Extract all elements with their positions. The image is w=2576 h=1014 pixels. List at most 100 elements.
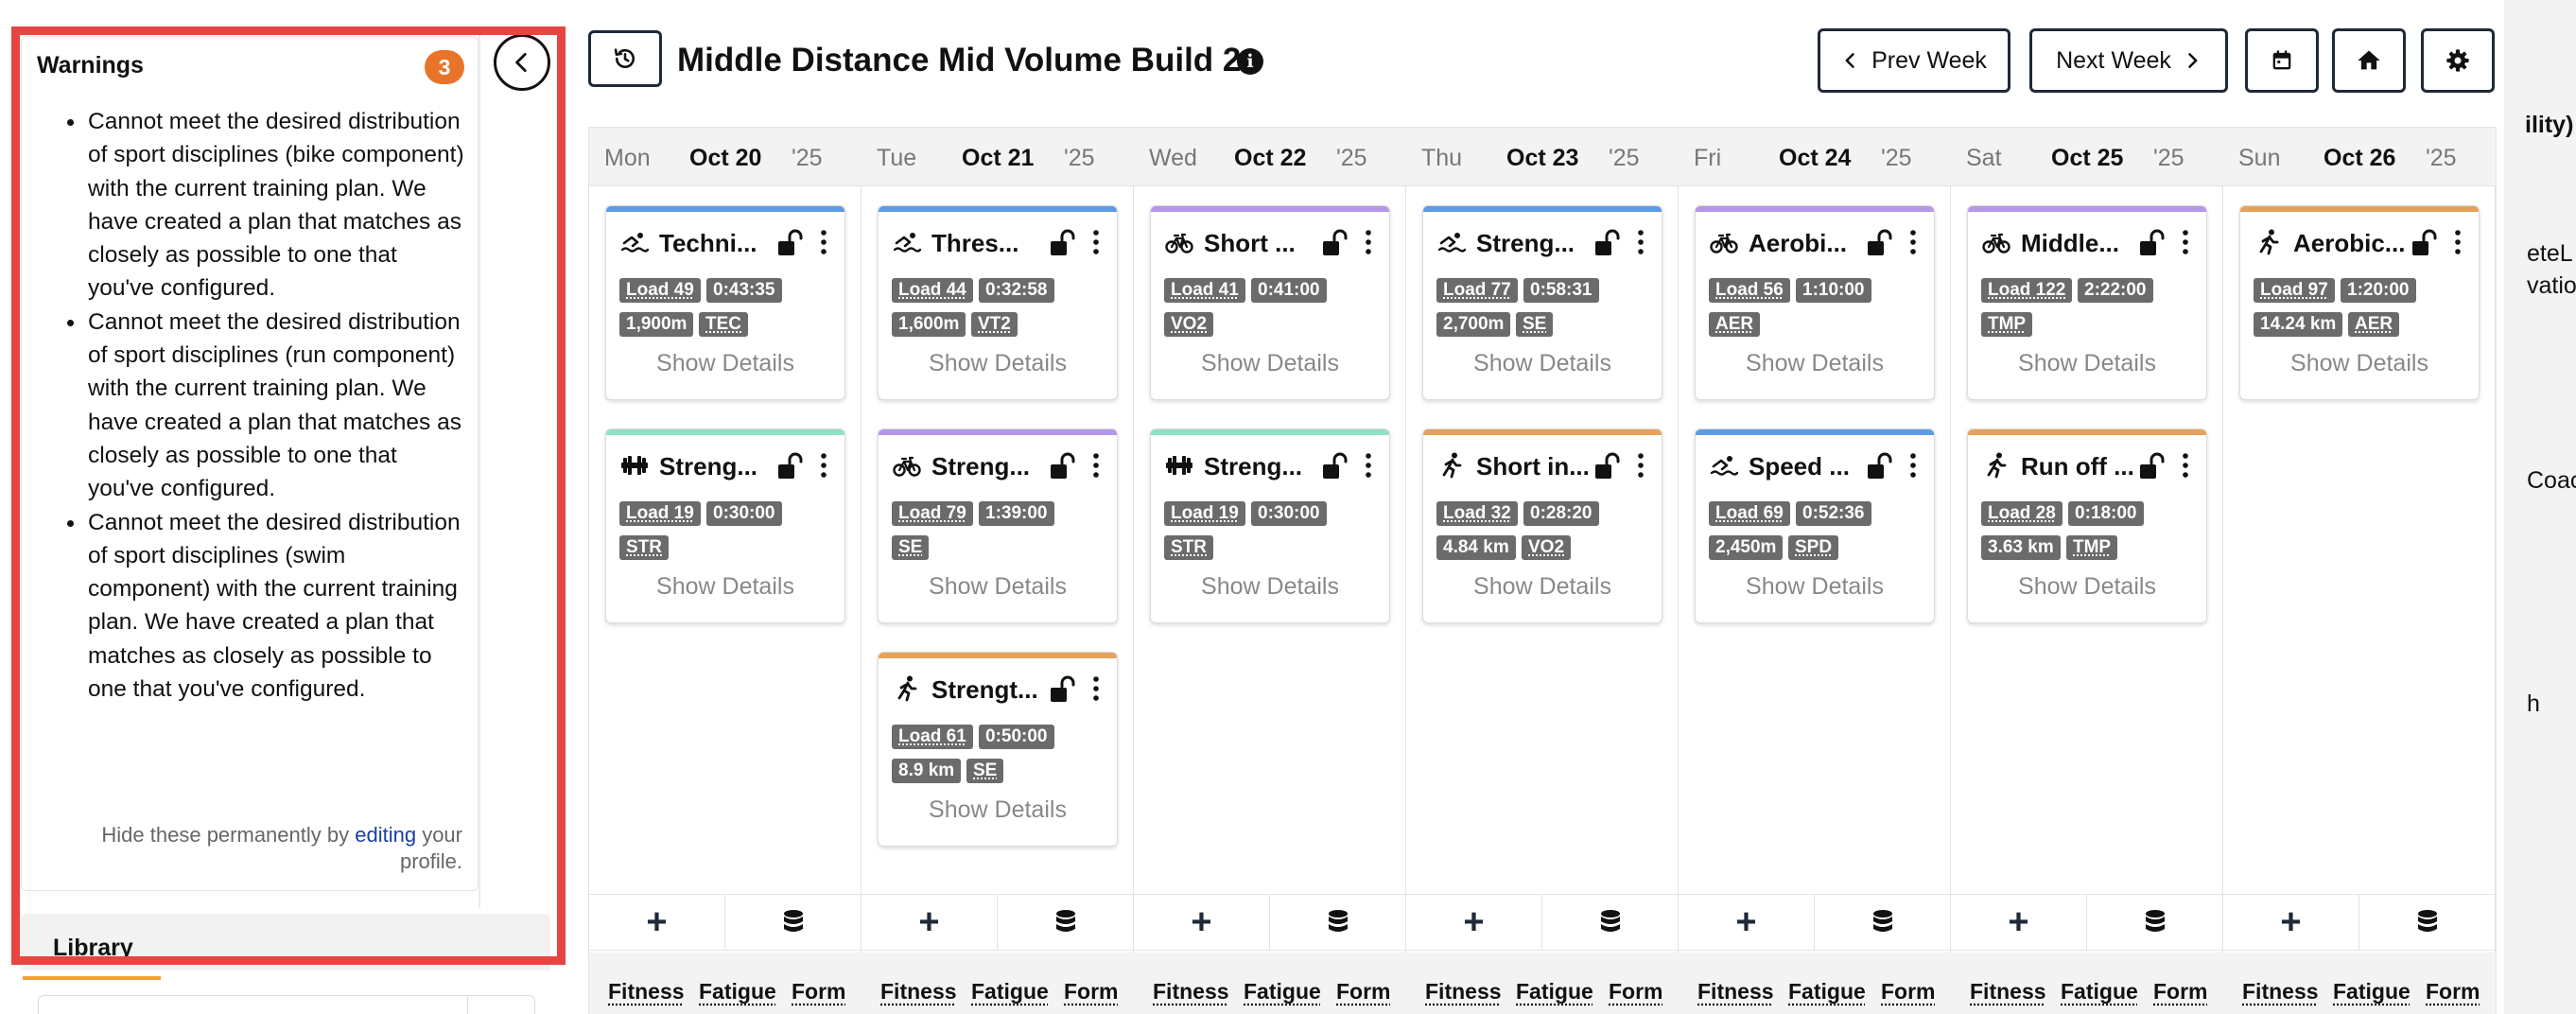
workout-title[interactable]: Strengt...: [931, 675, 1038, 704]
workout-title[interactable]: Short ...: [1204, 229, 1296, 257]
workout-card[interactable]: Strengt... Load 61 0:50:00 8.9 km SE Show Det…: [878, 652, 1118, 847]
more-options-icon[interactable]: [2178, 450, 2193, 481]
show-details-button[interactable]: Show Details: [929, 573, 1067, 600]
info-icon[interactable]: i: [1237, 48, 1263, 75]
library-tab[interactable]: Library: [21, 914, 550, 970]
more-options-icon[interactable]: [1088, 673, 1104, 704]
unlock-icon[interactable]: [776, 452, 803, 481]
workout-card[interactable]: Middle... Load 122 2:22:00 TMP Show Details: [1967, 205, 2207, 400]
unlock-icon[interactable]: [2138, 229, 2165, 257]
metric-fitness[interactable]: Fitness: [1697, 979, 1774, 1004]
library-button[interactable]: [1542, 895, 1679, 950]
more-options-icon[interactable]: [1906, 450, 1921, 481]
more-options-icon[interactable]: [816, 450, 831, 481]
workout-card[interactable]: Streng... Load 77 0:58:31 2,700m SE Show Deta…: [1422, 205, 1662, 400]
more-options-icon[interactable]: [1361, 227, 1376, 257]
next-week-button[interactable]: Next Week: [2029, 28, 2228, 93]
unlock-icon[interactable]: [2138, 452, 2165, 481]
more-options-icon[interactable]: [1633, 450, 1648, 481]
workout-card[interactable]: Thres... Load 44 0:32:58 1,600m VT2 Show Deta…: [878, 205, 1118, 400]
unlock-icon[interactable]: [1866, 452, 1892, 481]
workout-title[interactable]: Streng...: [1204, 452, 1303, 481]
library-button[interactable]: [725, 895, 862, 950]
metric-fatigue[interactable]: Fatigue: [1516, 979, 1593, 1004]
unlock-icon[interactable]: [1321, 229, 1348, 257]
workout-card[interactable]: Short in... Load 32 0:28:20 4.84 km VO2 Show …: [1422, 428, 1662, 623]
metric-form[interactable]: Form: [2153, 979, 2208, 1004]
metric-fitness[interactable]: Fitness: [608, 979, 685, 1004]
show-details-button[interactable]: Show Details: [1473, 573, 1611, 600]
show-details-button[interactable]: Show Details: [1201, 350, 1339, 376]
metric-fatigue[interactable]: Fatigue: [2061, 979, 2138, 1004]
workout-title[interactable]: Speed ...: [1749, 452, 1850, 481]
more-options-icon[interactable]: [816, 227, 831, 257]
metric-fatigue[interactable]: Fatigue: [699, 979, 776, 1004]
show-details-button[interactable]: Show Details: [1746, 350, 1884, 376]
workout-card[interactable]: Short ... Load 41 0:41:00 VO2 Show Details: [1150, 205, 1390, 400]
show-details-button[interactable]: Show Details: [2018, 350, 2156, 376]
unlock-icon[interactable]: [1049, 452, 1075, 481]
metric-fitness[interactable]: Fitness: [1425, 979, 1502, 1004]
metric-form[interactable]: Form: [1064, 979, 1119, 1004]
home-button[interactable]: [2332, 28, 2406, 93]
metric-fitness[interactable]: Fitness: [1970, 979, 2046, 1004]
unlock-icon[interactable]: [2411, 229, 2437, 257]
workout-title[interactable]: Middle...: [2021, 229, 2119, 257]
workout-title[interactable]: Aerobi...: [1749, 229, 1848, 257]
more-options-icon[interactable]: [1906, 227, 1921, 257]
add-workout-button[interactable]: +: [1679, 895, 1815, 950]
more-options-icon[interactable]: [1361, 450, 1376, 481]
more-options-icon[interactable]: [2178, 227, 2193, 257]
show-details-button[interactable]: Show Details: [656, 573, 794, 600]
add-workout-button[interactable]: +: [589, 895, 725, 950]
show-details-button[interactable]: Show Details: [929, 350, 1067, 376]
metric-fatigue[interactable]: Fatigue: [971, 979, 1049, 1004]
library-button[interactable]: [1815, 895, 1951, 950]
metric-form[interactable]: Form: [792, 979, 846, 1004]
unlock-icon[interactable]: [1593, 452, 1620, 481]
metric-form[interactable]: Form: [1609, 979, 1663, 1004]
more-options-icon[interactable]: [1088, 450, 1104, 481]
metric-fitness[interactable]: Fitness: [2242, 979, 2319, 1004]
more-options-icon[interactable]: [1633, 227, 1648, 257]
workout-card[interactable]: Run off ... Load 28 0:18:00 3.63 km TMP Show …: [1967, 428, 2207, 623]
unlock-icon[interactable]: [1049, 229, 1075, 257]
workout-title[interactable]: Run off ...: [2021, 452, 2134, 481]
library-button[interactable]: [2087, 895, 2223, 950]
workout-card[interactable]: Speed ... Load 69 0:52:36 2,450m SPD Show Det…: [1695, 428, 1935, 623]
unlock-icon[interactable]: [1866, 229, 1892, 257]
history-button[interactable]: [588, 30, 662, 87]
metric-fatigue[interactable]: Fatigue: [1244, 979, 1321, 1004]
add-workout-button[interactable]: +: [1134, 895, 1270, 950]
metric-form[interactable]: Form: [1336, 979, 1391, 1004]
calendar-button[interactable]: [2245, 28, 2319, 93]
workout-title[interactable]: Aerobic...: [2293, 229, 2406, 257]
collapse-panel-button[interactable]: [494, 34, 550, 91]
add-workout-button[interactable]: +: [1951, 895, 2087, 950]
metric-fitness[interactable]: Fitness: [1153, 979, 1229, 1004]
workout-card[interactable]: Streng... Load 19 0:30:00 STR Show Details: [605, 428, 845, 623]
library-button[interactable]: [998, 895, 1134, 950]
show-details-button[interactable]: Show Details: [929, 796, 1067, 823]
settings-button[interactable]: [2421, 28, 2495, 93]
show-details-button[interactable]: Show Details: [1746, 573, 1884, 600]
add-workout-button[interactable]: +: [2223, 895, 2359, 950]
metric-fatigue[interactable]: Fatigue: [1788, 979, 1866, 1004]
unlock-icon[interactable]: [1049, 675, 1075, 704]
library-search[interactable]: [38, 995, 535, 1014]
unlock-icon[interactable]: [1593, 229, 1620, 257]
library-button[interactable]: [2359, 895, 2496, 950]
unlock-icon[interactable]: [1321, 452, 1348, 481]
workout-title[interactable]: Streng...: [659, 452, 758, 481]
workout-card[interactable]: Aerobi... Load 56 1:10:00 AER Show Details: [1695, 205, 1935, 400]
show-details-button[interactable]: Show Details: [1473, 350, 1611, 376]
workout-title[interactable]: Techni...: [659, 229, 757, 257]
workout-card[interactable]: Aerobic... Load 97 1:20:00 14.24 km AER Show …: [2239, 205, 2480, 400]
show-details-button[interactable]: Show Details: [2018, 573, 2156, 600]
workout-card[interactable]: Techni... Load 49 0:43:35 1,900m TEC Show Det…: [605, 205, 845, 400]
add-workout-button[interactable]: +: [862, 895, 998, 950]
workout-title[interactable]: Short in...: [1476, 452, 1590, 481]
show-details-button[interactable]: Show Details: [656, 350, 794, 376]
workout-card[interactable]: Streng... Load 19 0:30:00 STR Show Details: [1150, 428, 1390, 623]
more-options-icon[interactable]: [2450, 227, 2465, 257]
